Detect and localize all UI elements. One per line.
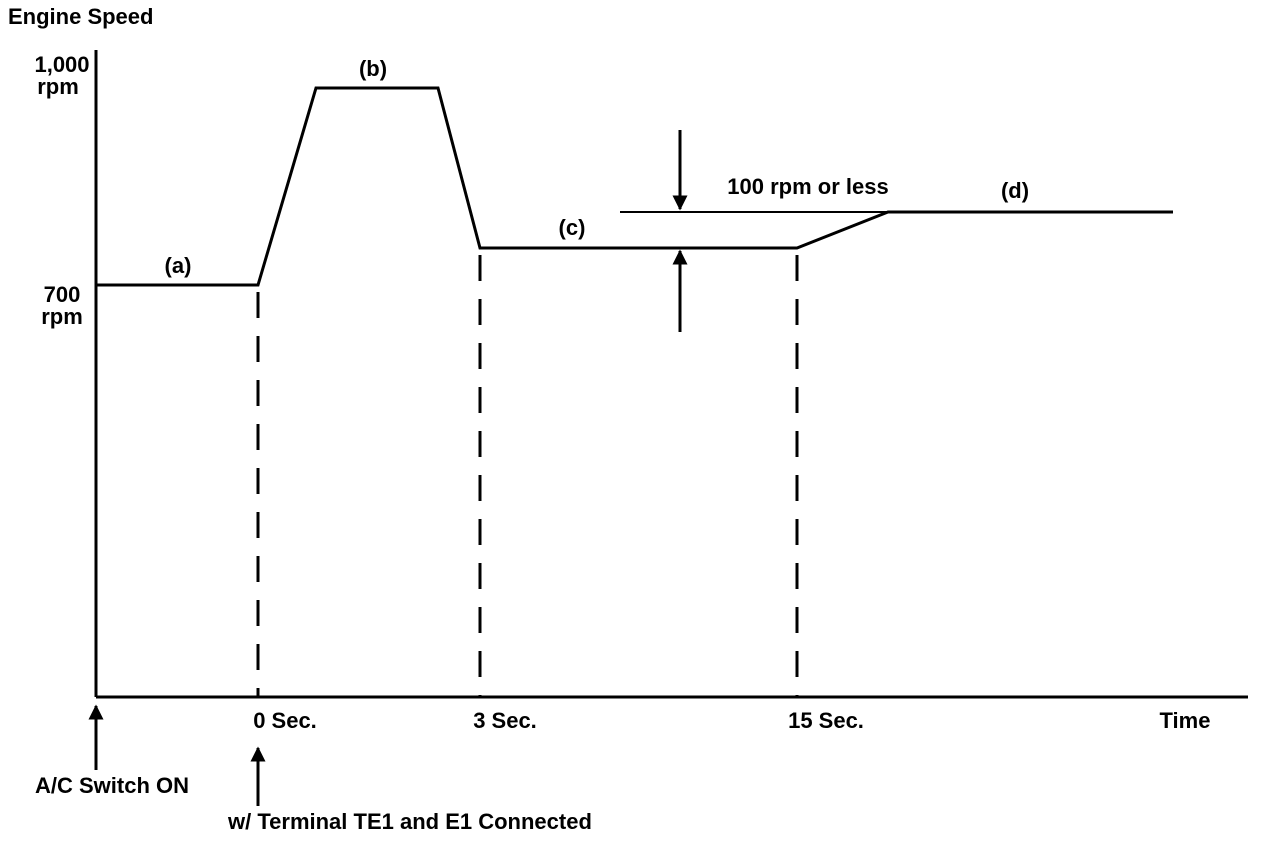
- time-label: 0 Sec.: [253, 708, 317, 733]
- difference-note: 100 rpm or less: [727, 174, 888, 199]
- event-label: w/ Terminal TE1 and E1 Connected: [227, 809, 592, 834]
- time-label: 3 Sec.: [473, 708, 537, 733]
- time-label: Time: [1160, 708, 1211, 733]
- axes: [94, 50, 1248, 699]
- speed-profile: [96, 86, 1173, 287]
- phase-label: (b): [359, 56, 387, 81]
- phase-label: (a): [165, 253, 192, 278]
- time-label: 15 Sec.: [788, 708, 864, 733]
- phase-label: (c): [559, 215, 586, 240]
- y-label: 1,000: [34, 52, 89, 77]
- title: Engine Speed: [8, 4, 153, 29]
- y-label-unit: rpm: [37, 74, 79, 99]
- y-label-unit: rpm: [41, 304, 83, 329]
- phase-label: (d): [1001, 178, 1029, 203]
- event-label: A/C Switch ON: [35, 773, 189, 798]
- y-label: 700: [44, 282, 81, 307]
